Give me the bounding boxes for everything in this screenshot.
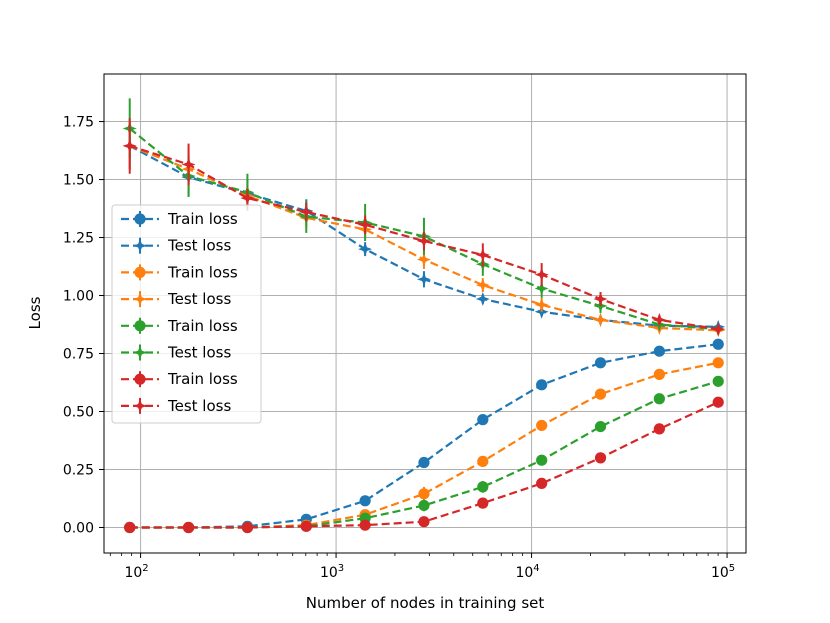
data-point [477, 455, 489, 467]
legend-marker [134, 373, 146, 385]
data-point [711, 322, 726, 337]
data-point [124, 521, 136, 534]
legend-item: Test loss [121, 290, 231, 308]
data-point [536, 379, 548, 391]
y-tick-label: 0.50 [63, 405, 94, 421]
data-point [594, 452, 607, 464]
data-point [594, 357, 607, 369]
data-point [475, 292, 490, 306]
legend-label: Train loss [167, 263, 238, 281]
data-point [594, 420, 607, 433]
data-point [299, 205, 314, 220]
legend-item: Train loss [121, 263, 238, 281]
legend-label: Train loss [167, 210, 238, 228]
data-point [712, 396, 724, 408]
data-point [182, 521, 195, 534]
data-point [534, 267, 549, 282]
x-tick-label: 103 [320, 563, 344, 581]
data-point [418, 488, 430, 500]
data-point [418, 499, 430, 512]
legend-item: Train loss [121, 210, 238, 228]
legend-marker [134, 266, 146, 278]
x-tick-label: 102 [124, 563, 148, 581]
series-line [129, 144, 719, 331]
y-tick-label: 1.75 [63, 115, 94, 131]
legend-marker [133, 398, 147, 413]
data-point [653, 393, 665, 405]
data-point [536, 477, 548, 490]
data-point [358, 217, 373, 232]
series-7-train [124, 396, 724, 534]
data-point [593, 292, 608, 306]
series-line [129, 127, 719, 331]
legend-label: Test loss [167, 237, 231, 255]
data-point [240, 191, 255, 206]
legend-label: Test loss [167, 290, 231, 308]
data-point [477, 414, 489, 426]
y-tick-label: 1.00 [63, 289, 94, 305]
data-point [594, 388, 607, 400]
legend-marker [134, 213, 146, 225]
x-tick-label: 105 [711, 563, 735, 581]
legend-item: Train loss [121, 370, 238, 388]
data-point [593, 312, 608, 327]
y-tick-label: 1.25 [63, 231, 94, 247]
data-point [418, 456, 430, 469]
data-point [122, 138, 137, 153]
legend-box [111, 204, 262, 424]
y-tick-label: 0.75 [63, 347, 94, 363]
data-point [712, 375, 724, 387]
data-point [712, 357, 724, 369]
x-tick-label: 104 [515, 563, 539, 581]
data-point [359, 519, 371, 531]
legend-label: Test loss [167, 397, 231, 415]
data-point [536, 454, 548, 466]
legend-marker [133, 345, 147, 360]
y-tick-label: 0.25 [63, 462, 94, 478]
axis-ticks: 102 103 104 105 0.00 0.25 0.50 0.75 1.00 1.25 1.50… [63, 115, 735, 581]
legend: Train loss Test loss Train loss Test loss Tr… [111, 204, 262, 424]
legend-label: Train loss [167, 370, 238, 388]
data-point [418, 516, 430, 528]
legend-marker [133, 238, 147, 253]
data-point [416, 234, 431, 249]
data-point [359, 495, 371, 507]
data-point [477, 497, 489, 509]
data-point [475, 247, 490, 262]
data-point [653, 423, 665, 435]
data-point [475, 278, 490, 293]
data-point [181, 157, 196, 172]
data-point [653, 368, 665, 380]
data-point [652, 312, 667, 327]
data-point [300, 520, 312, 532]
legend-item: Test loss [121, 397, 231, 415]
x-axis-label: Number of nodes in training set [306, 594, 545, 612]
data-point [416, 272, 431, 287]
series-8-test [122, 118, 726, 337]
y-tick-label: 0.00 [63, 520, 94, 536]
data-point [534, 281, 549, 296]
legend-item: Train loss [121, 317, 238, 335]
legend-item: Test loss [121, 344, 231, 362]
data-point [712, 338, 724, 350]
plot-frame [103, 73, 747, 554]
data-point [241, 521, 254, 534]
data-point [534, 297, 549, 312]
data-point [416, 252, 431, 267]
y-axis-label: Loss [26, 296, 44, 329]
data-point [358, 242, 373, 257]
legend-label: Test loss [167, 344, 231, 362]
data-point [653, 345, 665, 357]
data-point [536, 419, 548, 432]
legend-marker [134, 320, 146, 332]
legend-label: Train loss [167, 317, 238, 335]
legend-item: Test loss [121, 237, 231, 255]
y-tick-label: 1.50 [63, 173, 94, 189]
plot-series [122, 98, 726, 534]
data-point [477, 481, 489, 493]
legend-marker [133, 292, 147, 307]
